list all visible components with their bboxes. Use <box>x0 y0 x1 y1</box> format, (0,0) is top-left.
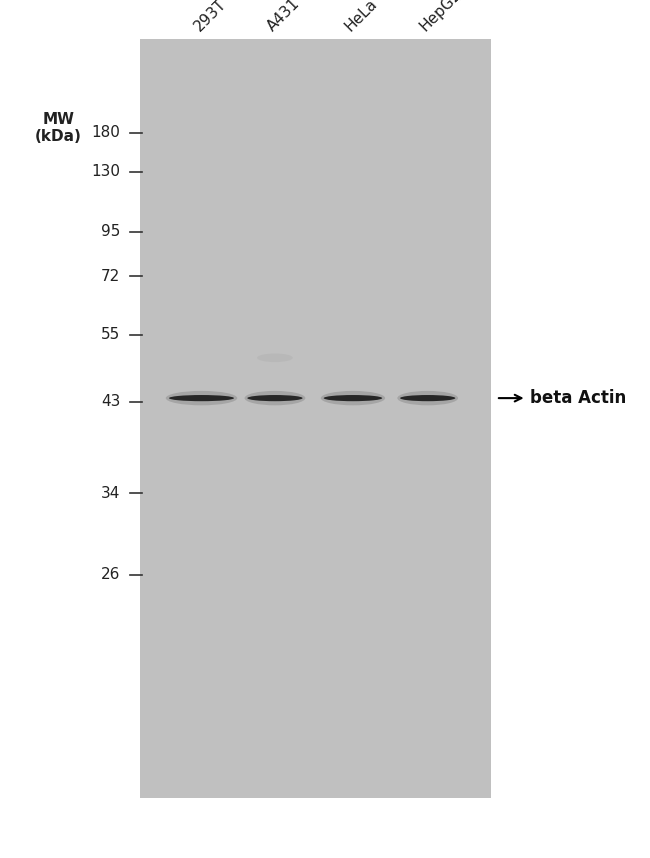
Ellipse shape <box>324 395 382 402</box>
Text: 95: 95 <box>101 224 120 239</box>
Bar <box>140 39 491 798</box>
Text: MW
(kDa): MW (kDa) <box>35 112 82 144</box>
Ellipse shape <box>257 353 293 362</box>
Text: 43: 43 <box>101 394 120 409</box>
Ellipse shape <box>321 391 385 405</box>
Ellipse shape <box>400 395 456 402</box>
Ellipse shape <box>166 391 237 405</box>
Text: 26: 26 <box>101 567 120 583</box>
Ellipse shape <box>247 395 303 402</box>
Ellipse shape <box>169 395 234 402</box>
Text: beta Actin: beta Actin <box>530 390 626 407</box>
Text: HepG2: HepG2 <box>417 0 465 34</box>
Text: 72: 72 <box>101 269 120 284</box>
Ellipse shape <box>397 391 458 405</box>
Text: 130: 130 <box>91 164 120 179</box>
Text: 293T: 293T <box>191 0 229 34</box>
Text: 180: 180 <box>92 125 120 141</box>
Text: HeLa: HeLa <box>343 0 380 34</box>
Text: 34: 34 <box>101 486 120 501</box>
Text: 55: 55 <box>101 327 120 342</box>
Text: A431: A431 <box>265 0 303 34</box>
Ellipse shape <box>244 391 306 405</box>
